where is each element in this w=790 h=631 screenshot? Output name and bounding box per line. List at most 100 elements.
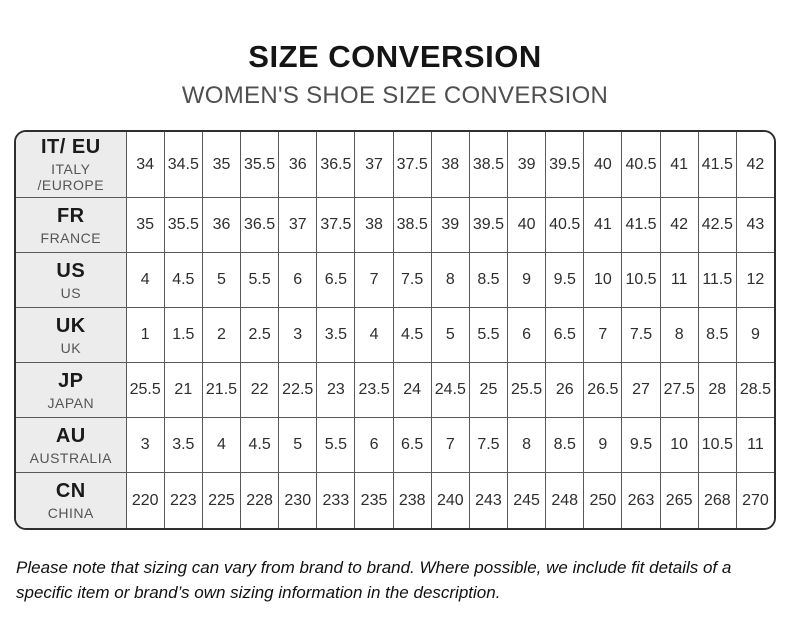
table-row: JP JAPAN 25.5 21 21.5 22 22.5 23 23.5 24 24.5 25 25.… (16, 363, 774, 419)
size-cell: 10.5 (622, 253, 661, 309)
size-cell: 34 (126, 132, 165, 199)
size-cell: 265 (660, 473, 699, 529)
size-cell: 3.5 (317, 308, 356, 364)
size-cell: 11.5 (698, 253, 737, 309)
size-cell: 4.5 (241, 418, 280, 474)
size-cell: 39.5 (469, 198, 509, 254)
size-cell: 5.5 (241, 253, 280, 309)
size-cell: 35 (126, 198, 165, 254)
footer-note: Please note that sizing can vary from br… (16, 558, 732, 602)
size-cell: 1.5 (164, 308, 203, 364)
size-cell: 8 (508, 418, 547, 474)
size-cell: 39 (508, 132, 547, 199)
size-cell: 8.5 (546, 418, 585, 474)
size-cell: 25.5 (508, 363, 547, 419)
size-cell: 37 (355, 132, 394, 199)
size-cell: 8 (660, 308, 699, 364)
table-row: CN CHINA 220 223 225 228 230 233 235 238 240 243 245… (16, 473, 774, 529)
row-header-region: CHINA (47, 505, 94, 522)
size-cell: 26.5 (584, 363, 623, 419)
size-cell: 40 (508, 198, 547, 254)
size-cell: 36.5 (317, 132, 356, 199)
row-header-region: UK (60, 339, 82, 356)
size-cell: 43 (736, 198, 774, 254)
size-cell: 9 (584, 418, 623, 474)
size-cell: 9 (508, 253, 547, 309)
row-header: CN CHINA (16, 473, 127, 529)
size-cell: 6.5 (546, 308, 585, 364)
size-cell: 235 (355, 473, 394, 529)
size-cell: 4 (202, 418, 242, 474)
size-cell: 5 (279, 418, 318, 474)
row-header-code: JP (58, 369, 84, 392)
size-cell: 24.5 (431, 363, 470, 419)
table-wrapper: IT/ EU ITALY /EUROPE 34 34.5 35 35.5 36 36.5 37 3… (14, 130, 776, 531)
size-cell: 39.5 (546, 132, 585, 199)
size-cell: 40.5 (622, 132, 661, 199)
size-cell: 24 (393, 363, 432, 419)
size-cell: 220 (126, 473, 165, 529)
size-cell: 37.5 (393, 132, 432, 199)
size-cell: 23.5 (355, 363, 394, 419)
size-cell: 268 (698, 473, 737, 529)
row-header: IT/ EU ITALY /EUROPE (16, 132, 127, 199)
size-cell: 22.5 (279, 363, 318, 419)
table-row: UK UK 1 1.5 2 2.5 3 3.5 4 4.5 5 5.5 6 6.5 7 7.5 8 8.5 9 (16, 308, 774, 364)
size-cell: 28.5 (736, 363, 774, 419)
size-cell: 38.5 (393, 198, 432, 254)
size-cell: 10.5 (698, 418, 737, 474)
size-cell: 5 (431, 308, 470, 364)
row-header-code: US (56, 259, 86, 282)
size-cell: 7 (431, 418, 470, 474)
row-header-region: ITALY /EUROPE (37, 161, 105, 194)
size-cell: 6.5 (393, 418, 432, 474)
size-cell: 41 (660, 132, 699, 199)
size-cell: 36.5 (241, 198, 280, 254)
size-cell: 3 (279, 308, 318, 364)
row-header-region: FRANCE (40, 229, 102, 246)
size-cell: 7.5 (469, 418, 509, 474)
size-cell: 9 (736, 308, 774, 364)
size-cell: 37.5 (317, 198, 356, 254)
size-cell: 7.5 (393, 253, 432, 309)
size-cell: 8.5 (698, 308, 737, 364)
size-cell: 34.5 (164, 132, 203, 199)
size-cell: 225 (202, 473, 242, 529)
size-cell: 41.5 (698, 132, 737, 199)
size-cell: 21.5 (202, 363, 242, 419)
page-subtitle: WOMEN'S SHOE SIZE CONVERSION (181, 82, 609, 110)
row-header-region: AUSTRALIA (29, 449, 112, 466)
size-conversion-table-body: IT/ EU ITALY /EUROPE 34 34.5 35 35.5 36 36.5 37 3… (16, 132, 774, 529)
size-cell: 28 (698, 363, 737, 419)
size-cell: 22 (241, 363, 280, 419)
size-cell: 38 (355, 198, 394, 254)
row-header: US US (16, 253, 127, 309)
table-row: US US 4 4.5 5 5.5 6 6.5 7 7.5 8 8.5 9 9.5 10 10.5 11 11.5… (16, 253, 774, 309)
size-cell: 270 (736, 473, 774, 529)
size-cell: 238 (393, 473, 432, 529)
size-cell: 26 (546, 363, 585, 419)
size-cell: 11 (660, 253, 699, 309)
row-header-region: JAPAN (47, 394, 95, 411)
size-cell: 40 (584, 132, 623, 199)
size-cell: 36 (279, 132, 318, 199)
size-cell: 5.5 (317, 418, 356, 474)
size-cell: 42 (736, 132, 774, 199)
size-cell: 38 (431, 132, 470, 199)
size-cell: 12 (736, 253, 774, 309)
size-cell: 27 (622, 363, 661, 419)
row-header-code: CN (55, 480, 86, 503)
size-cell: 39 (431, 198, 470, 254)
size-cell: 40.5 (546, 198, 585, 254)
size-cell: 6 (508, 308, 547, 364)
size-cell: 35.5 (164, 198, 203, 254)
size-cell: 8.5 (469, 253, 509, 309)
size-cell: 4.5 (164, 253, 203, 309)
row-header: JP JAPAN (16, 363, 127, 419)
size-cell: 7.5 (622, 308, 661, 364)
size-cell: 4 (126, 253, 165, 309)
size-cell: 5 (202, 253, 242, 309)
size-conversion-table: IT/ EU ITALY /EUROPE 34 34.5 35 35.5 36 36.5 37 3… (14, 130, 776, 531)
size-cell: 27.5 (660, 363, 699, 419)
row-header-code: IT/ EU (40, 136, 101, 159)
